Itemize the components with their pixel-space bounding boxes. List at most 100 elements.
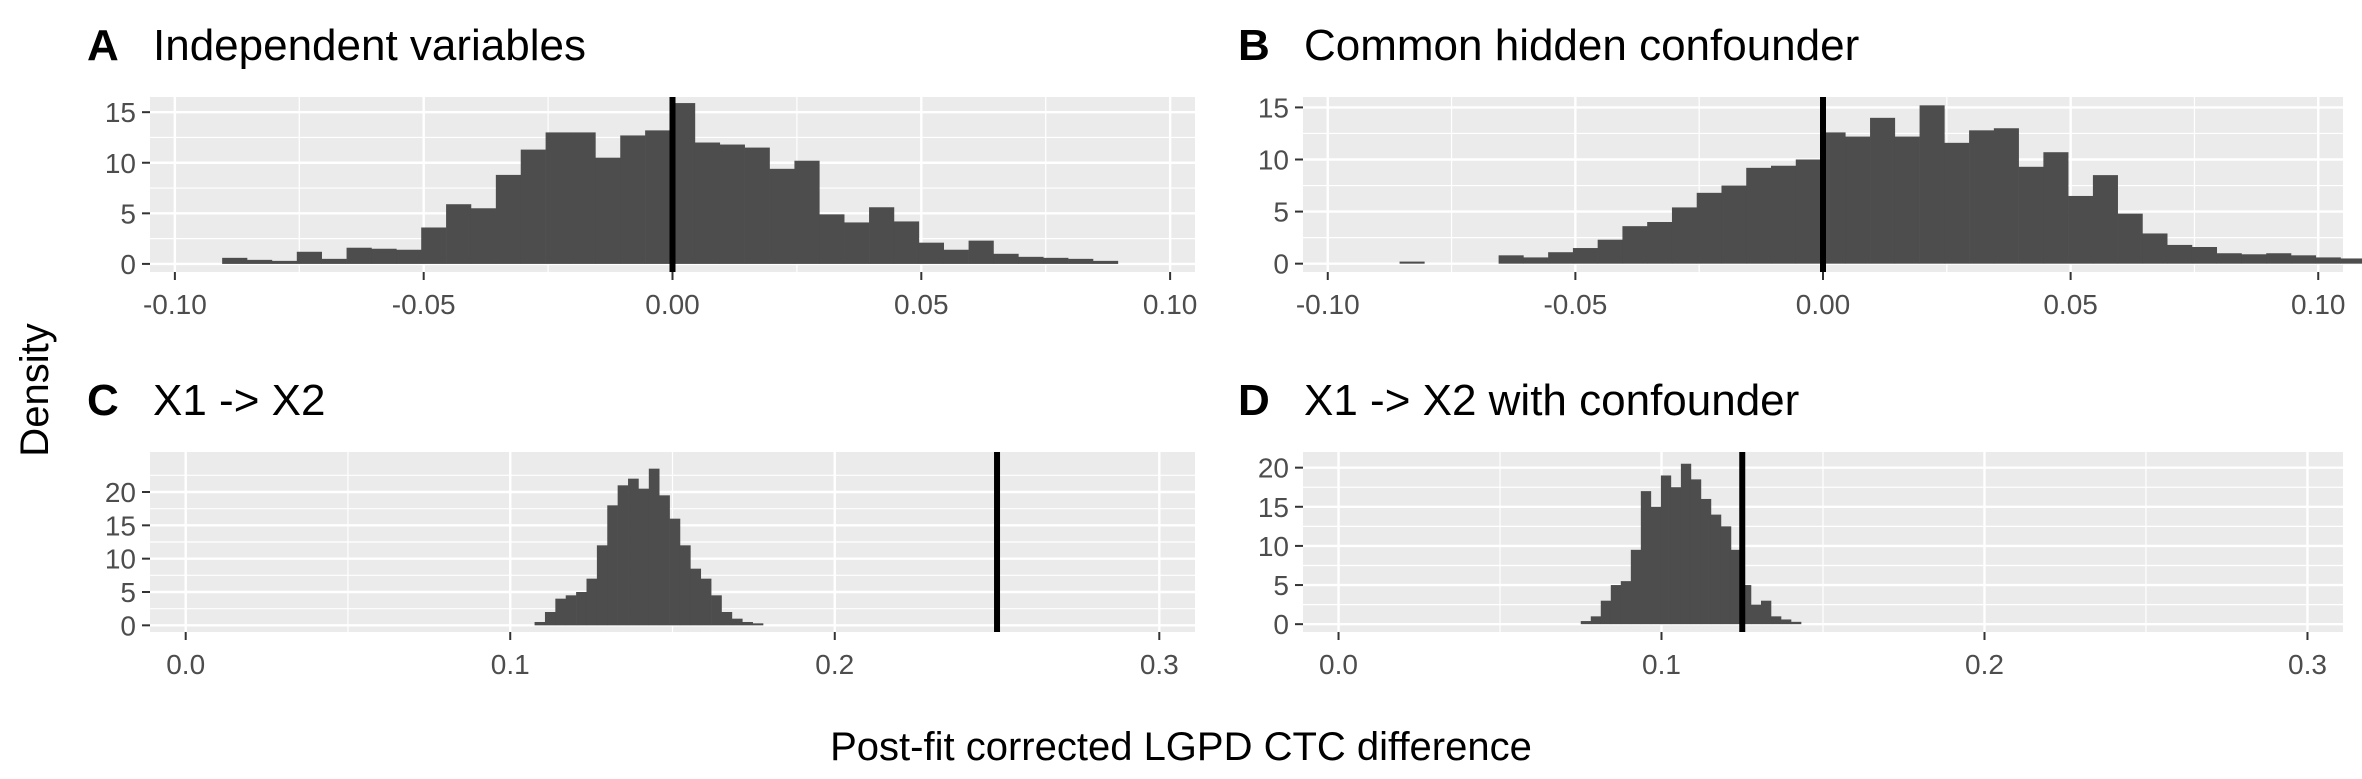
histogram-bar xyxy=(694,142,721,264)
histogram-bar xyxy=(1650,506,1662,625)
x-tick-label: 0.0 xyxy=(1319,649,1358,680)
x-tick-label: -0.05 xyxy=(392,289,456,320)
histogram-bar xyxy=(968,240,994,264)
y-tick-label: 10 xyxy=(105,148,136,179)
histogram-bar xyxy=(1590,616,1602,625)
y-axis-title: Density xyxy=(13,323,57,456)
y-tick-label: 10 xyxy=(1258,531,1289,562)
histogram-bar xyxy=(819,214,845,264)
histogram-bar xyxy=(1680,463,1692,625)
histogram-bar xyxy=(1746,167,1772,264)
histogram-bar xyxy=(1791,621,1802,625)
histogram-bar xyxy=(731,618,743,626)
histogram-bar xyxy=(669,518,681,626)
histogram-bar xyxy=(296,251,322,264)
y-tick-label: 10 xyxy=(105,544,136,575)
histogram-bar xyxy=(2018,166,2044,264)
histogram-bar xyxy=(1660,475,1672,625)
histogram-bar xyxy=(628,478,639,626)
x-tick-label: -0.10 xyxy=(1296,289,1360,320)
histogram-bar xyxy=(1870,117,1896,264)
x-tick-label: 0.00 xyxy=(1796,289,1851,320)
histogram-bar xyxy=(495,174,522,264)
histogram-bar xyxy=(1730,549,1742,625)
histogram-bar xyxy=(222,257,248,264)
histogram-bar xyxy=(943,249,969,264)
x-tick-label: 0.3 xyxy=(1140,649,1179,680)
y-tick-label: 0 xyxy=(1273,249,1289,280)
panel-letter: D xyxy=(1238,376,1270,425)
histogram-bar xyxy=(1993,128,2019,264)
y-tick-label: 5 xyxy=(1273,197,1289,228)
histogram-bar xyxy=(1771,616,1782,625)
histogram-bar xyxy=(1760,600,1772,625)
histogram-bar xyxy=(1969,130,1995,264)
histogram-bar xyxy=(2043,152,2069,264)
histogram-bar xyxy=(918,242,945,264)
histogram-bar xyxy=(2068,195,2094,264)
histogram-bar xyxy=(321,258,347,264)
histogram-bar xyxy=(596,545,608,626)
y-tick-label: 15 xyxy=(1258,492,1289,523)
histogram-bar xyxy=(1597,239,1623,264)
histogram-bar xyxy=(1043,257,1069,264)
x-tick-label: 0.00 xyxy=(645,289,700,320)
histogram-bar xyxy=(769,168,795,264)
histogram-bar xyxy=(607,505,618,626)
histogram-bar xyxy=(1622,226,1648,264)
x-tick-label: 0.3 xyxy=(2288,649,2327,680)
y-tick-label: 0 xyxy=(1273,609,1289,640)
histogram-bar xyxy=(1670,487,1682,625)
histogram-bar xyxy=(1750,604,1762,625)
plot-area xyxy=(1303,97,2362,272)
histogram-bar xyxy=(555,598,567,626)
y-tick-label: 5 xyxy=(120,577,136,608)
histogram-bar xyxy=(2167,244,2193,264)
histogram-bar xyxy=(638,488,650,626)
panel-d: D X1 -> X2 with confounder 0.0 0.1 0.2 0.3 0… xyxy=(1238,376,2343,680)
histogram-bar xyxy=(1721,185,1747,264)
histogram-bar xyxy=(271,260,298,264)
panel-title: Common hidden confounder xyxy=(1304,21,1859,70)
histogram-bar xyxy=(247,259,273,264)
histogram-bar xyxy=(1600,600,1612,625)
histogram-bar xyxy=(1771,165,1797,264)
histogram-bar xyxy=(1696,192,1722,264)
histogram-bar xyxy=(794,160,820,264)
y-tick-label: 20 xyxy=(105,477,136,508)
histogram-bar xyxy=(679,545,691,626)
histogram-bar xyxy=(993,253,1019,264)
histogram-bar xyxy=(721,612,733,626)
histogram-bar xyxy=(565,595,577,626)
histogram-bar xyxy=(396,249,422,264)
histogram-bar xyxy=(648,468,660,626)
histogram-bar xyxy=(595,157,621,264)
histogram-bar xyxy=(470,208,497,264)
histogram-bars xyxy=(1399,105,2362,264)
histogram-bar xyxy=(1572,248,1598,264)
histogram-bar xyxy=(1647,222,1673,264)
histogram-bar xyxy=(2291,255,2317,264)
histogram-bar xyxy=(1690,479,1702,625)
histogram-bar xyxy=(586,578,598,626)
histogram-bar xyxy=(659,495,670,626)
y-tick-label: 0 xyxy=(120,249,136,280)
histogram-bar xyxy=(2241,254,2267,264)
panel-letter: A xyxy=(87,21,119,70)
histogram-bar xyxy=(421,227,447,264)
histogram-bar xyxy=(752,623,764,626)
x-tick-label: 0.1 xyxy=(491,649,530,680)
x-tick-label: 0.10 xyxy=(2291,289,2346,320)
histogram-bar xyxy=(2191,247,2218,264)
histogram-bar xyxy=(1068,258,1094,264)
histogram-bar xyxy=(742,622,753,626)
histogram-bar xyxy=(544,612,556,626)
histogram-bar xyxy=(446,204,472,264)
plot-area xyxy=(150,452,1195,632)
histogram-bar xyxy=(545,132,571,264)
histogram-bar xyxy=(346,247,372,264)
histogram-bar xyxy=(2117,213,2143,264)
histogram-bar xyxy=(645,130,671,264)
histogram-bar xyxy=(711,595,722,626)
